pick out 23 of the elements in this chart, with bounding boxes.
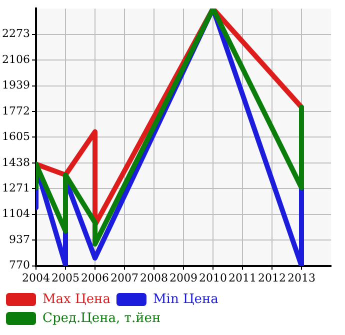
y-tick-label: 1772 (2, 104, 30, 118)
x-tick-label: 2008 (140, 271, 168, 284)
y-tick-label: 1605 (2, 130, 30, 144)
x-tick-label: 2007 (110, 271, 138, 284)
y-tick-label: 1939 (2, 78, 30, 92)
x-tick-label: 2005 (51, 271, 80, 284)
x-tick-label: 2012 (258, 271, 286, 284)
y-tick-label: 770 (8, 258, 30, 272)
legend-label: Сред.Цена, т.йен (42, 310, 161, 326)
y-tick-label: 1104 (2, 207, 30, 220)
legend-label: Max Цена (42, 292, 111, 307)
x-tick-label: 2011 (228, 271, 256, 284)
legend-label: Min Цена (152, 292, 219, 307)
y-tick-label: 1271 (2, 182, 30, 194)
y-tick-label: 1438 (2, 156, 30, 169)
y-tick-label: 937 (8, 232, 30, 246)
y-tick-label: 2106 (2, 52, 30, 66)
x-tick-label: 2009 (169, 271, 198, 284)
x-tick-label: 2010 (199, 271, 227, 284)
y-tick-label: 2273 (2, 27, 30, 40)
x-tick-label: 2004 (22, 271, 50, 284)
x-tick-label: 2006 (80, 271, 109, 284)
x-tick-label: 2013 (288, 271, 316, 284)
